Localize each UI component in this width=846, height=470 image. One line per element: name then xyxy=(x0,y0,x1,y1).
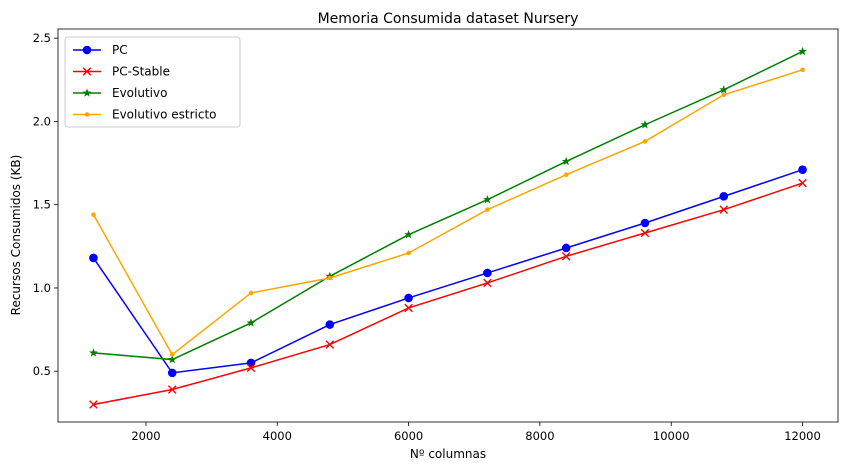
data-point xyxy=(798,46,807,56)
data-point xyxy=(91,212,96,217)
data-point xyxy=(483,268,492,278)
series-0 xyxy=(89,165,807,378)
data-point xyxy=(640,228,650,238)
data-point xyxy=(325,340,335,349)
legend-marker xyxy=(82,88,92,97)
y-tick-label: 0.5 xyxy=(33,364,51,378)
legend-entry: Evolutivo xyxy=(73,86,167,100)
data-point xyxy=(89,400,98,409)
legend-marker xyxy=(84,112,90,117)
data-point xyxy=(719,205,729,214)
legend-entry: PC-Stable xyxy=(73,65,170,79)
plot-area xyxy=(89,46,807,409)
data-point xyxy=(483,195,492,204)
chart-title: Memoria Consumida dataset Nursery xyxy=(318,11,579,27)
series-1 xyxy=(89,178,807,409)
axes: 2000 4000 6000 8000 10000 12000 0.5 1.0 1.5 2.0 2.… xyxy=(33,28,839,443)
x-tick-label: 2000 xyxy=(131,429,160,443)
legend-box xyxy=(64,36,241,128)
legend-entry: Evolutivo estricto xyxy=(73,108,217,122)
data-point xyxy=(246,358,256,368)
data-point xyxy=(404,293,413,303)
data-point xyxy=(642,139,648,144)
y-tick-label: 2.0 xyxy=(33,114,51,128)
legend-marker xyxy=(82,45,92,55)
data-point xyxy=(640,120,650,129)
y-axis-label: Recursos Consumidos (KB) xyxy=(9,155,23,316)
series-line xyxy=(92,168,803,374)
x-tick-label: 10000 xyxy=(653,429,690,443)
data-point xyxy=(406,250,411,256)
data-point xyxy=(325,320,335,329)
data-point xyxy=(169,352,175,357)
series-line xyxy=(92,69,803,356)
series-3 xyxy=(91,67,805,357)
legend-label: Evolutivo xyxy=(112,86,167,100)
legend-label: Evolutivo estricto xyxy=(112,108,217,122)
data-point xyxy=(561,252,571,261)
data-point xyxy=(89,253,98,263)
legend-entry: PC xyxy=(73,43,128,57)
x-tick-label: 12000 xyxy=(784,429,821,443)
data-point xyxy=(640,218,650,228)
legend-label: PC-Stable xyxy=(112,65,170,79)
data-point xyxy=(404,303,413,313)
data-point xyxy=(246,318,256,327)
data-point xyxy=(721,92,727,98)
data-point xyxy=(327,275,333,281)
data-point xyxy=(719,85,729,94)
data-point xyxy=(89,348,98,357)
data-point xyxy=(719,192,729,201)
series-line xyxy=(93,50,803,361)
data-point xyxy=(167,354,177,364)
data-point xyxy=(483,278,492,288)
data-point xyxy=(167,385,177,394)
data-point xyxy=(561,243,571,253)
x-tick-label: 8000 xyxy=(525,429,554,443)
legend-label: PC xyxy=(112,43,128,57)
data-point xyxy=(485,207,490,212)
data-point xyxy=(248,290,254,296)
data-point xyxy=(561,156,571,166)
data-point xyxy=(798,165,807,175)
legend: PC PC-Stable Evolutivo Evolutivo estricto xyxy=(64,36,241,128)
data-point xyxy=(798,178,807,188)
data-point xyxy=(167,368,177,378)
axes-frame xyxy=(57,28,839,423)
legend-marker xyxy=(82,67,92,76)
data-point xyxy=(800,67,805,73)
series-line xyxy=(93,182,803,406)
y-tick-label: 2.5 xyxy=(33,31,51,45)
x-tick-label: 6000 xyxy=(394,429,423,443)
x-axis-label: Nº columnas xyxy=(410,447,486,461)
data-point xyxy=(246,363,256,373)
data-point xyxy=(563,172,569,178)
y-tick-label: 1.5 xyxy=(33,198,51,212)
data-point xyxy=(404,230,413,239)
y-tick-label: 1.0 xyxy=(33,281,51,295)
x-tick-label: 4000 xyxy=(263,429,292,443)
